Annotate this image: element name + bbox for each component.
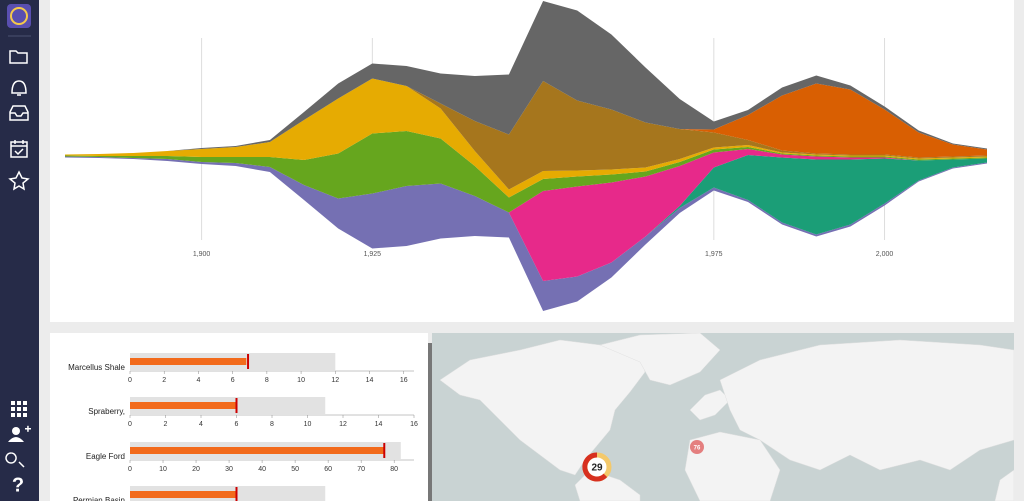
streamgraph: 1,900 1,925 1,975 2,000 <box>65 1 987 311</box>
tick-label: 70 <box>357 466 365 473</box>
tick-label: 8 <box>265 377 269 384</box>
tick-label: 10 <box>304 421 312 428</box>
stream-layer <box>65 1 987 155</box>
calendar-icon[interactable] <box>10 140 28 158</box>
sidebar <box>0 0 39 501</box>
bullet-measure <box>130 447 385 454</box>
bullet-measure <box>130 358 247 365</box>
tick-label: 14 <box>366 377 374 384</box>
cluster-label[interactable]: 76 <box>694 446 701 452</box>
bullet-label: Marcellus Shale <box>68 363 125 372</box>
cluster-dot <box>690 440 704 454</box>
tick-label: 40 <box>258 466 266 473</box>
stream-layer <box>65 78 987 158</box>
star-icon[interactable] <box>8 170 30 191</box>
tick-label: 60 <box>324 466 332 473</box>
stream-layer <box>65 149 987 281</box>
tick-label: 4 <box>196 377 200 384</box>
tick-label: 0 <box>128 466 132 473</box>
logo-mark <box>10 7 28 25</box>
stream-layer <box>65 131 987 213</box>
tick-label: 20 <box>192 466 200 473</box>
tick-label: 6 <box>231 377 235 384</box>
stream-layer <box>65 78 987 190</box>
folder-icon[interactable] <box>9 50 28 64</box>
tick-label: 8 <box>270 421 274 428</box>
tick-label: 10 <box>297 377 305 384</box>
search-icon[interactable] <box>5 452 25 468</box>
tick-label: 16 <box>410 421 418 428</box>
tick-label: 4 <box>199 421 203 428</box>
add-user-icon[interactable] <box>8 425 31 442</box>
nav-icons <box>5 50 30 468</box>
map[interactable]: 29 76 <box>432 333 1014 501</box>
cluster-label[interactable]: 29 <box>591 463 603 474</box>
tick-label: 0 <box>128 377 132 384</box>
tick-label: 16 <box>400 377 408 384</box>
tick-label: 12 <box>339 421 347 428</box>
x-tick-label: 1,925 <box>364 251 382 258</box>
bullet-measure <box>130 491 237 498</box>
stream-layer <box>65 155 987 281</box>
tick-label: 14 <box>375 421 383 428</box>
x-tick-label: 2,000 <box>876 251 894 258</box>
tick-label: 12 <box>331 377 339 384</box>
cluster-ring-segment <box>582 452 608 482</box>
bullet-label: Eagle Ford <box>86 452 125 461</box>
tick-label: 6 <box>235 421 239 428</box>
inbox-icon[interactable] <box>9 105 29 121</box>
x-tick-label: 1,975 <box>705 251 723 258</box>
tick-label: 2 <box>162 377 166 384</box>
tick-label: 2 <box>164 421 168 428</box>
bullet-label: Permian Basin <box>73 496 125 501</box>
clusters: 29 76 <box>582 440 704 482</box>
tick-label: 30 <box>225 466 233 473</box>
tick-label: 10 <box>159 466 167 473</box>
tick-label: 50 <box>291 466 299 473</box>
x-tick-label: 1,900 <box>193 251 211 258</box>
bell-icon[interactable] <box>11 80 27 96</box>
bullet-label: Spraberry, <box>88 407 125 416</box>
land <box>439 333 1014 501</box>
apps-icon[interactable] <box>11 401 27 417</box>
scrollbar[interactable] <box>428 343 432 501</box>
bullet-measure <box>130 402 237 409</box>
tick-label: 0 <box>128 421 132 428</box>
tick-label: 80 <box>390 466 398 473</box>
help-icon[interactable]: ? <box>12 474 24 496</box>
